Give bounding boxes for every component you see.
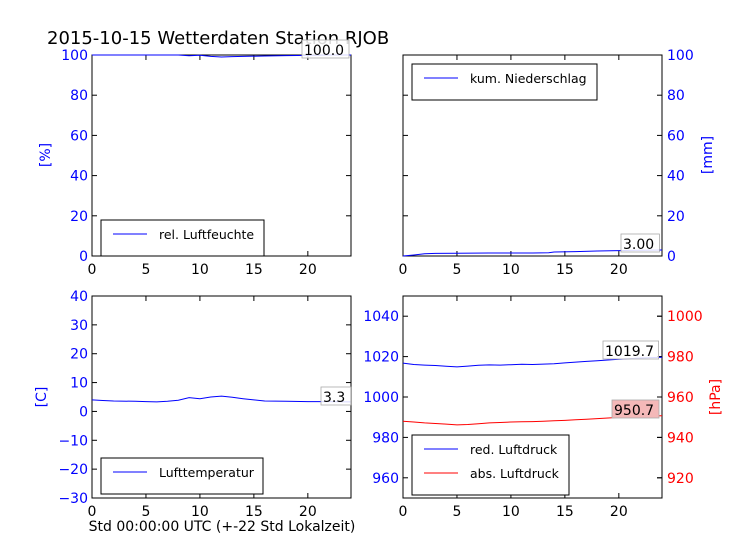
y-tick-label-4: 980 xyxy=(372,430,399,446)
series-line-temperature xyxy=(91,395,352,403)
legend-box-4 xyxy=(411,434,570,496)
x-tick-label-1: 5 xyxy=(141,262,150,278)
y-tick-label-1: 100 xyxy=(61,48,88,64)
y-tick-label-right-4: 980 xyxy=(667,350,694,366)
x-tick-label-3: 5 xyxy=(141,504,150,520)
x-tick-label-2: 0 xyxy=(399,262,408,278)
annotation-humidity-box xyxy=(301,39,350,59)
x-tick-label-2: 20 xyxy=(610,262,628,278)
x-tick-label-1: 15 xyxy=(245,262,263,278)
y-tick-label-1: 80 xyxy=(70,88,88,104)
x-tick-label-3: 0 xyxy=(88,504,97,520)
y-tick-label-3: −30 xyxy=(58,491,88,507)
x-tick-label-2: 5 xyxy=(452,262,461,278)
panel-precipitation: 0 5 10 15 20 0 20 40 60 80 100 [mm] kum. Niederschla… xyxy=(399,48,716,278)
annotation-humidity: 100.0 xyxy=(304,43,344,59)
x-tick-label-1: 0 xyxy=(88,262,97,278)
panel-humidity: 0 5 10 15 20 0 20 40 60 80 100 [%] rel. Luftfeuchte 1… xyxy=(38,39,352,278)
x-tick-label-1: 20 xyxy=(299,262,317,278)
x-tick-label-2: 15 xyxy=(556,262,574,278)
y-tick-label-3: 0 xyxy=(79,404,88,420)
legend-label-3: Lufttemperatur xyxy=(159,465,255,480)
y-tick-label-right-4: 960 xyxy=(667,390,694,406)
x-tick-label-4: 15 xyxy=(556,504,574,520)
panel-pressure: 0 5 10 15 20 960 980 1000 1020 1040 920 940 960 980 10… xyxy=(363,295,724,520)
plot-frame-2 xyxy=(402,54,663,257)
annotation-red-luftdruck: 1019.7 xyxy=(605,344,654,360)
y-axis-label-temperature: [C] xyxy=(34,387,50,408)
annotation-abs-luftdruck: 950.7 xyxy=(614,403,654,419)
x-tick-label-3: 10 xyxy=(191,504,209,520)
x-tick-label-2: 10 xyxy=(502,262,520,278)
x-tick-label-3: 15 xyxy=(245,504,263,520)
legend-label-4: abs. Luftdruck xyxy=(470,466,560,481)
legend-label-4: red. Luftdruck xyxy=(470,442,558,457)
y-tick-label-3: 40 xyxy=(70,289,88,305)
annotation-precipitation-box xyxy=(620,233,660,253)
legend-box-3 xyxy=(100,457,264,495)
y-tick-label-right-2: 60 xyxy=(667,128,685,144)
annotation-temperature: 3.3 xyxy=(323,390,345,406)
annotation-temperature-box xyxy=(320,386,352,406)
y-tick-label-4: 960 xyxy=(372,471,399,487)
y-tick-label-1: 0 xyxy=(79,249,88,265)
y-tick-label-3: 10 xyxy=(70,376,88,392)
y-tick-label-right-2: 0 xyxy=(667,249,676,265)
y-axis-label-pressure: [hPa] xyxy=(708,379,724,415)
y-tick-label-1: 20 xyxy=(70,209,88,225)
series-line-precipitation xyxy=(402,249,663,257)
legend-label-2: kum. Niederschlag xyxy=(470,71,587,86)
y-tick-label-4: 1020 xyxy=(363,350,399,366)
y-tick-label-3: 30 xyxy=(70,318,88,334)
series-line-humidity xyxy=(92,54,351,58)
annotation-red-luftdruck-box xyxy=(602,340,659,360)
legend-box-1 xyxy=(100,219,265,257)
legend-box-2 xyxy=(411,63,598,101)
y-tick-label-3: 20 xyxy=(70,347,88,363)
panel-temperature: 0 5 10 15 20 −30 −20 −10 0 10 20 30 40 [C] Lufttempera… xyxy=(34,289,352,520)
y-tick-label-1: 40 xyxy=(70,169,88,185)
y-tick-label-right-2: 40 xyxy=(667,169,685,185)
x-tick-label-3: 20 xyxy=(299,504,317,520)
y-tick-label-4: 1000 xyxy=(363,390,399,406)
y-tick-label-right-2: 20 xyxy=(667,209,685,225)
y-tick-label-right-4: 940 xyxy=(667,430,694,446)
x-tick-label-4: 5 xyxy=(452,504,461,520)
x-tick-label-4: 20 xyxy=(610,504,628,520)
y-tick-label-right-2: 100 xyxy=(667,48,694,64)
x-tick-label-1: 10 xyxy=(191,262,209,278)
y-tick-label-right-4: 1000 xyxy=(667,309,703,325)
y-tick-label-right-2: 80 xyxy=(667,88,685,104)
y-tick-label-1: 60 xyxy=(70,128,88,144)
y-axis-label-precipitation: [mm] xyxy=(700,136,716,174)
legend-label-1: rel. Luftfeuchte xyxy=(159,227,254,242)
x-axis-label: Std 00:00:00 UTC (+-22 Std Lokalzeit) xyxy=(89,519,356,535)
y-tick-label-4: 1040 xyxy=(363,309,399,325)
annotation-abs-luftdruck-box xyxy=(611,399,660,419)
y-tick-label-right-4: 920 xyxy=(667,471,694,487)
y-axis-label-humidity: [%] xyxy=(38,143,54,167)
x-tick-label-4: 0 xyxy=(399,504,408,520)
y-tick-label-3: −10 xyxy=(58,433,88,449)
x-tick-label-4: 10 xyxy=(502,504,520,520)
y-tick-label-3: −20 xyxy=(58,462,88,478)
annotation-precipitation: 3.00 xyxy=(623,237,654,253)
